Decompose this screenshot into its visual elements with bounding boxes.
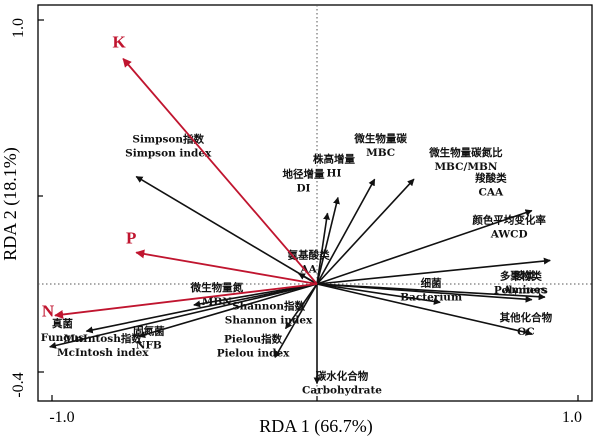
vector-simpson-index <box>135 175 318 285</box>
label-di: 地径增量 DI <box>282 167 324 194</box>
x-tick-label-left: -1.0 <box>49 409 74 426</box>
vector-caa <box>316 209 533 285</box>
label-awcd: 颜色平均变化率 AWCD <box>472 213 546 240</box>
label-mbn: 微生物量氮 MBN <box>190 281 244 308</box>
vector-di <box>316 212 331 285</box>
env-label-k: K <box>113 33 127 52</box>
vector-fungus <box>85 283 318 334</box>
vector-polymers <box>316 283 533 303</box>
response-vectors: Simpson指数 Simpson index 微生物量碳 MBC 微生物量碳氮比 MBC… <box>41 132 553 396</box>
vector-aa <box>298 272 318 285</box>
plot-frame <box>37 4 593 402</box>
label-nfb: 固氮菌 NFB <box>133 324 165 351</box>
vector-mcintosh-index <box>49 283 318 349</box>
label-oc: 其他化合物 OC <box>500 311 553 338</box>
env-vector-n <box>54 283 318 319</box>
env-label-n: N <box>42 301 55 320</box>
env-vector-p <box>135 249 318 285</box>
vector-hi <box>316 196 340 285</box>
label-mbc: 微生物量碳 MBC <box>353 132 407 159</box>
y-tick-label-bottom: -0.4 <box>10 372 27 397</box>
y-tick-label-top: 1.0 <box>10 18 27 38</box>
vector-mbc-mbn <box>316 178 415 285</box>
label-pielou-index: Pielou指数 Pielou index <box>217 332 290 359</box>
x-axis-ticks: -1.0 1.0 <box>49 395 582 426</box>
label-hi: 株高增量 HI <box>313 153 355 180</box>
label-mcintosh-index: MnIntosh指数 McIntosh index <box>57 332 149 359</box>
label-polymers: 多聚物类 Polymers <box>494 270 548 297</box>
y-axis-ticks: 1.0 -0.4 <box>10 18 44 398</box>
environmental-vectors: K P N <box>42 33 318 320</box>
label-bacterium: 细菌 Bacterium <box>400 276 462 303</box>
label-mbc-mbn: 微生物量碳氮比 MBC/MBN <box>428 146 503 173</box>
y-axis-title: RDA 2 (18.1%) <box>0 147 21 261</box>
vector-oc <box>316 283 533 336</box>
env-label-p: P <box>126 229 136 248</box>
env-vector-k <box>122 57 318 285</box>
x-tick-label-right: 1.0 <box>562 409 582 426</box>
label-simpson-index: Simpson指数 Simpson index <box>125 133 212 160</box>
vector-awcd <box>316 257 551 285</box>
vector-nfb <box>138 283 318 338</box>
x-axis-title: RDA 1 (66.7%) <box>259 416 373 437</box>
label-aa: 氨基酸类 AA <box>288 249 330 276</box>
label-caa: 羧酸类 CAA <box>475 172 507 199</box>
vector-bacterium <box>316 283 441 305</box>
vector-pielou-index <box>274 283 318 358</box>
vector-mbc <box>316 178 376 285</box>
label-amines: 胺类 Amines <box>502 269 547 296</box>
vector-shannon-index <box>284 283 318 330</box>
label-carbohydrate: 碳水化合物 Carbohydrate <box>302 370 382 397</box>
